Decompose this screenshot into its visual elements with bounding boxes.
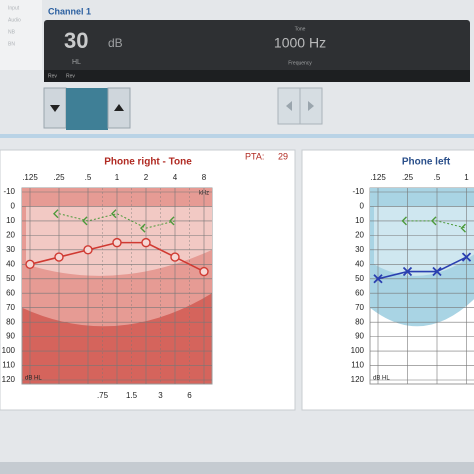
y-tick-label: 30	[6, 245, 15, 254]
y-unit: dB HL	[373, 376, 390, 382]
y-tick-label: 20	[355, 230, 364, 239]
audiogram-title: Phone right - Tone	[104, 157, 192, 168]
air-marker	[170, 252, 180, 262]
air-marker	[461, 252, 472, 262]
bone-marker	[111, 209, 117, 219]
air-marker	[199, 266, 209, 277]
stimulus: Tone	[295, 26, 306, 32]
bone-marker	[169, 216, 175, 226]
level-controls	[43, 87, 323, 130]
tab[interactable]: Rev	[66, 73, 75, 79]
y-tick-label: 80	[355, 317, 364, 326]
y-tick-label: -10	[3, 187, 15, 196]
y-tick-label: 50	[6, 274, 15, 283]
y-tick-label: 90	[6, 332, 15, 341]
x-tick-label: .125	[370, 173, 386, 182]
level-scale: HL	[72, 59, 81, 66]
frequency: 1000 Hz	[274, 35, 326, 51]
y-tick-label: 40	[6, 259, 15, 268]
air-marker	[83, 245, 93, 255]
y-tick-label: 90	[355, 332, 364, 341]
right-icon	[308, 101, 314, 111]
air-marker	[112, 237, 122, 248]
x-unit: kHz	[199, 191, 209, 197]
y-tick-label: -10	[352, 187, 364, 196]
x-tick-label: 1	[464, 173, 469, 182]
tab[interactable]: Rev	[48, 73, 57, 79]
y-tick-label: 30	[355, 245, 364, 254]
y-tick-label: 0	[360, 202, 365, 211]
sidebar-item[interactable]: BN	[8, 41, 15, 47]
air-marker	[402, 266, 413, 277]
sidebar-item[interactable]: Audio	[8, 17, 21, 23]
air-marker	[141, 237, 151, 248]
bone-marker	[460, 223, 466, 233]
level: 30	[64, 28, 88, 53]
bone-marker	[140, 223, 146, 233]
y-unit: dB HL	[25, 376, 42, 382]
level-unit: dB	[108, 36, 123, 50]
pta-label: PTA:	[245, 151, 264, 161]
down-icon	[50, 105, 60, 112]
y-tick-label: 70	[6, 303, 15, 312]
y-tick-label: 70	[355, 303, 364, 312]
divider	[0, 134, 474, 138]
bone-marker	[431, 216, 437, 226]
level-slider[interactable]	[66, 88, 108, 130]
y-tick-label: 100	[2, 346, 16, 355]
air-marker	[373, 274, 383, 284]
bone-marker	[53, 209, 59, 219]
sidebar	[0, 0, 42, 70]
x-tick-label: .25	[53, 173, 65, 182]
y-tick-label: 10	[6, 216, 15, 225]
x-tick-label: .5	[85, 173, 92, 182]
y-tick-label: 110	[2, 361, 15, 370]
display	[44, 20, 470, 82]
y-tick-label: 40	[355, 259, 364, 268]
y-tick-label: 60	[355, 288, 364, 297]
x-tick-label: 8	[202, 173, 207, 182]
sidebar-item[interactable]: Input	[8, 5, 20, 11]
x-tick-label: .125	[22, 173, 38, 182]
y-tick-label: 80	[6, 317, 15, 326]
bone-line	[407, 220, 467, 229]
taskbar	[0, 462, 474, 474]
audiogram-title: Phone left	[402, 157, 451, 168]
x-mid-label: .75	[97, 391, 109, 400]
display-tabs	[44, 70, 470, 82]
x-tick-label: 2	[144, 173, 149, 182]
air-marker	[432, 266, 442, 277]
sidebar-item[interactable]: NB	[8, 29, 16, 35]
x-tick-label: 1	[115, 173, 120, 182]
x-tick-label: .25	[402, 173, 414, 182]
x-mid-label: 1.5	[126, 391, 138, 400]
y-tick-label: 50	[355, 274, 364, 283]
x-tick-label: 4	[173, 173, 178, 182]
y-tick-label: 110	[351, 361, 364, 370]
y-tick-label: 10	[355, 216, 364, 225]
frequency-label: Frequency	[288, 60, 312, 66]
left-icon	[286, 101, 292, 111]
channel-title: Channel 1	[48, 6, 91, 16]
y-tick-label: 0	[11, 202, 16, 211]
air-line	[377, 256, 467, 280]
y-tick-label: 100	[351, 346, 365, 355]
up-icon	[114, 104, 124, 111]
y-tick-label: 120	[2, 375, 16, 384]
bone-marker	[401, 216, 407, 226]
air-marker	[54, 252, 64, 262]
x-mid-label: 6	[187, 391, 192, 400]
y-tick-label: 60	[6, 288, 15, 297]
y-tick-label: 20	[6, 230, 15, 239]
air-marker	[25, 259, 35, 270]
bone-marker	[82, 216, 88, 226]
y-tick-label: 120	[351, 375, 365, 384]
pta-value: 29	[278, 151, 288, 161]
x-mid-label: 3	[158, 391, 163, 400]
x-tick-label: .5	[434, 173, 441, 182]
